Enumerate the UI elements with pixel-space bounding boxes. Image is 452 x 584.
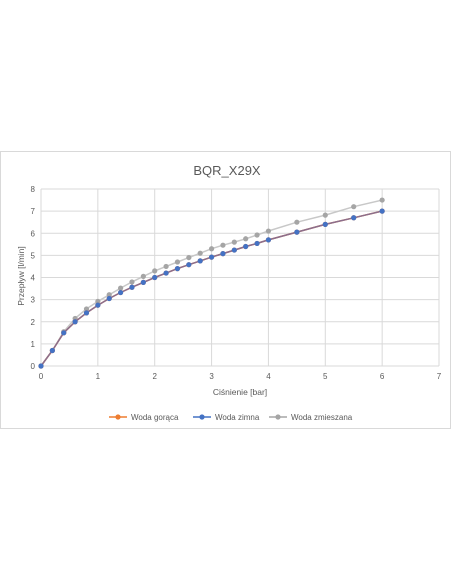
chart-title: BQR_X29X bbox=[193, 163, 261, 178]
data-point bbox=[231, 239, 237, 245]
data-point bbox=[294, 219, 300, 225]
legend-marker bbox=[275, 414, 281, 420]
data-point bbox=[322, 212, 328, 218]
y-tick-label: 1 bbox=[31, 340, 36, 349]
data-point bbox=[243, 243, 249, 250]
data-point bbox=[163, 263, 169, 270]
y-tick-label: 4 bbox=[31, 274, 36, 283]
data-point bbox=[140, 273, 146, 279]
legend-label: Woda zimna bbox=[215, 413, 260, 422]
y-tick-label: 8 bbox=[31, 185, 36, 194]
data-point bbox=[152, 268, 158, 274]
data-point bbox=[208, 254, 215, 260]
legend-item: Woda zimna bbox=[193, 413, 260, 422]
line-chart: BQR_X29X 0 1 2 3 4 5 6 7 8 0 1 2 3 4 5 6 7 Ciśnienie [ba… bbox=[16, 163, 442, 422]
y-axis-label: Przepływ [l/min] bbox=[16, 246, 26, 306]
legend-item: Woda gorąca bbox=[109, 413, 179, 422]
y-tick-label: 2 bbox=[31, 318, 36, 327]
data-point bbox=[106, 292, 112, 298]
data-point bbox=[152, 274, 158, 281]
x-axis-label: Ciśnienie [bar] bbox=[213, 387, 267, 397]
data-point bbox=[322, 221, 328, 227]
x-tick-label: 4 bbox=[266, 372, 271, 381]
data-point bbox=[379, 208, 385, 214]
data-point bbox=[379, 197, 385, 203]
x-tick-label: 3 bbox=[209, 372, 214, 381]
data-point bbox=[265, 237, 272, 243]
data-point bbox=[118, 289, 124, 296]
series-woda-zimna bbox=[38, 208, 385, 369]
data-point bbox=[129, 284, 135, 290]
data-point bbox=[106, 295, 112, 302]
data-point bbox=[254, 240, 260, 247]
data-point bbox=[174, 266, 181, 272]
x-tick-label: 2 bbox=[152, 372, 157, 381]
data-point bbox=[95, 298, 101, 304]
data-point bbox=[61, 330, 67, 336]
series-layer bbox=[38, 197, 385, 369]
x-tick-label: 1 bbox=[96, 372, 101, 381]
data-point bbox=[38, 363, 44, 369]
data-point bbox=[243, 236, 249, 242]
legend-label: Woda zmieszana bbox=[291, 413, 353, 422]
data-point bbox=[72, 319, 78, 325]
data-point bbox=[254, 232, 260, 238]
chart-container: BQR_X29X 0 1 2 3 4 5 6 7 8 0 1 2 3 4 5 6 7 Ciśnienie [ba… bbox=[0, 151, 451, 429]
data-point bbox=[294, 229, 300, 235]
tick-labels: 0 1 2 3 4 5 6 7 8 0 1 2 3 4 5 6 7 bbox=[31, 185, 442, 381]
data-point bbox=[186, 262, 192, 268]
data-point bbox=[186, 254, 192, 261]
legend: Woda gorąca Woda zimna Woda zmieszana bbox=[109, 413, 353, 422]
data-point bbox=[83, 306, 90, 312]
y-tick-label: 6 bbox=[31, 229, 36, 238]
data-point bbox=[351, 204, 357, 210]
legend-marker bbox=[115, 414, 121, 420]
data-point bbox=[118, 285, 124, 291]
data-point bbox=[140, 279, 146, 285]
data-point bbox=[220, 251, 226, 257]
data-point bbox=[49, 347, 55, 354]
data-point bbox=[129, 279, 135, 285]
y-tick-label: 7 bbox=[31, 207, 36, 216]
legend-item: Woda zmieszana bbox=[269, 413, 353, 422]
data-point bbox=[163, 270, 169, 276]
data-point bbox=[351, 215, 357, 221]
x-tick-label: 0 bbox=[39, 372, 44, 381]
data-point bbox=[83, 310, 90, 316]
y-tick-label: 0 bbox=[31, 362, 36, 371]
y-tick-label: 5 bbox=[31, 251, 36, 260]
legend-label: Woda gorąca bbox=[131, 413, 179, 422]
y-tick-label: 3 bbox=[31, 296, 36, 305]
data-point bbox=[220, 242, 226, 248]
data-point bbox=[197, 258, 203, 264]
x-tick-label: 7 bbox=[437, 372, 442, 381]
data-point bbox=[197, 250, 203, 256]
legend-marker bbox=[199, 414, 205, 420]
data-point bbox=[95, 302, 101, 308]
data-point bbox=[208, 246, 215, 252]
data-point bbox=[174, 259, 181, 265]
x-tick-label: 6 bbox=[380, 372, 385, 381]
grid bbox=[40, 188, 440, 367]
x-tick-label: 5 bbox=[323, 372, 328, 381]
data-point bbox=[231, 247, 237, 253]
data-point bbox=[265, 228, 272, 234]
